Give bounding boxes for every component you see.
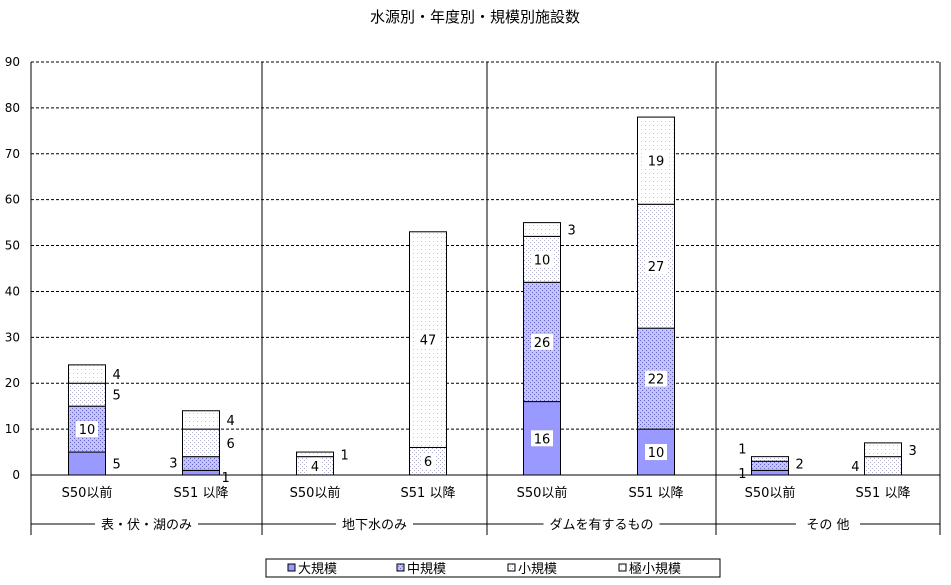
legend-label: 極小規模 xyxy=(629,561,681,577)
legend-swatch xyxy=(507,563,516,572)
bar-segment xyxy=(751,460,789,471)
data-label: 2 xyxy=(796,457,804,472)
data-label-bg xyxy=(308,457,322,474)
y-tick-label: 40 xyxy=(5,284,20,298)
data-label: 1 xyxy=(738,443,746,458)
category-label: S51 以降 xyxy=(856,486,911,501)
legend-label: 大規模 xyxy=(298,562,337,577)
data-label: 5 xyxy=(113,458,121,473)
bar-segment xyxy=(68,382,106,407)
data-label: 1 xyxy=(341,448,349,463)
data-label: 4 xyxy=(851,460,859,475)
y-tick-label: 30 xyxy=(5,330,20,344)
bar-segment xyxy=(182,428,220,458)
y-tick-label: 90 xyxy=(5,55,20,69)
data-label: 6 xyxy=(227,437,235,452)
data-label: 16 xyxy=(534,432,551,447)
bar-segment xyxy=(182,469,220,476)
data-label-bg xyxy=(645,258,667,275)
data-label-bg xyxy=(645,152,667,169)
grid-lines xyxy=(31,61,941,475)
data-label-bg xyxy=(531,333,553,350)
category-label: S50以前 xyxy=(517,485,568,501)
data-label: 22 xyxy=(648,373,665,388)
category-label: S50以前 xyxy=(745,485,796,501)
bar-segment xyxy=(751,469,789,476)
data-label: 26 xyxy=(534,336,551,351)
data-label-bg xyxy=(531,251,553,268)
data-label-bg xyxy=(531,430,553,447)
y-tick-label: 70 xyxy=(5,147,20,161)
data-label: 4 xyxy=(227,414,235,429)
bar-segment xyxy=(864,442,902,458)
data-label-bg xyxy=(645,370,667,387)
category-label: S50以前 xyxy=(290,485,341,501)
category-label: S50以前 xyxy=(62,485,113,501)
data-label: 5 xyxy=(113,389,121,404)
group-label: 地下水のみ xyxy=(342,518,407,533)
data-label: 4 xyxy=(113,368,121,383)
data-label: 3 xyxy=(909,444,917,459)
y-tick-label: 80 xyxy=(5,101,20,115)
bar-segment xyxy=(751,456,789,462)
category-label: S51 以降 xyxy=(401,486,456,501)
x-axis: 表・伏・湖のみ 地下水のみ ダムを有するもの その 他 S50以前 S51 以降 S50以前… xyxy=(30,474,941,535)
data-label-bg xyxy=(417,331,439,348)
bar-segment xyxy=(182,410,220,430)
data-label: 27 xyxy=(648,260,665,275)
data-label: 3 xyxy=(568,223,576,238)
group-label: 表・伏・湖のみ xyxy=(101,518,192,533)
legend-swatch xyxy=(396,563,405,572)
bar-segment xyxy=(296,451,334,458)
bar-segment xyxy=(864,456,902,476)
group-label: その 他 xyxy=(806,518,849,533)
bar-segment xyxy=(523,222,561,237)
legend-label: 中規模 xyxy=(407,562,446,577)
y-tick-label: 0 xyxy=(12,468,20,482)
bar-segment xyxy=(68,451,106,476)
bar-segment xyxy=(68,364,106,384)
data-label: 4 xyxy=(311,460,319,475)
y-axis: 0 10 20 30 40 50 60 70 80 90 xyxy=(5,55,32,482)
data-label: 19 xyxy=(648,155,665,170)
chart-title: 水源別・年度別・規模別施設数 xyxy=(370,8,580,26)
data-label-bg xyxy=(421,453,435,470)
y-tick-label: 10 xyxy=(5,422,20,436)
legend-label: 小規模 xyxy=(518,562,557,577)
data-label: 6 xyxy=(424,455,432,470)
legend: 大規模 中規模 小規模 極小規模 xyxy=(265,558,721,578)
legend-swatch xyxy=(618,563,627,572)
legend-swatch xyxy=(287,563,296,572)
data-label: 47 xyxy=(420,334,437,349)
data-label-bg xyxy=(76,421,98,438)
y-tick-label: 60 xyxy=(5,193,20,207)
y-tick-label: 20 xyxy=(5,376,20,390)
group-label: ダムを有するもの xyxy=(549,518,653,533)
data-label: 10 xyxy=(534,253,551,268)
data-label: 10 xyxy=(648,446,665,461)
category-label: S51 以降 xyxy=(629,486,684,501)
legend-box xyxy=(265,558,721,578)
bar-segment xyxy=(182,456,220,471)
category-label: S51 以降 xyxy=(174,486,229,501)
data-label: 3 xyxy=(169,456,177,471)
data-label: 10 xyxy=(79,423,96,438)
data-label-bg xyxy=(645,444,667,461)
y-tick-label: 50 xyxy=(5,239,20,253)
data-label: 1 xyxy=(222,471,230,486)
